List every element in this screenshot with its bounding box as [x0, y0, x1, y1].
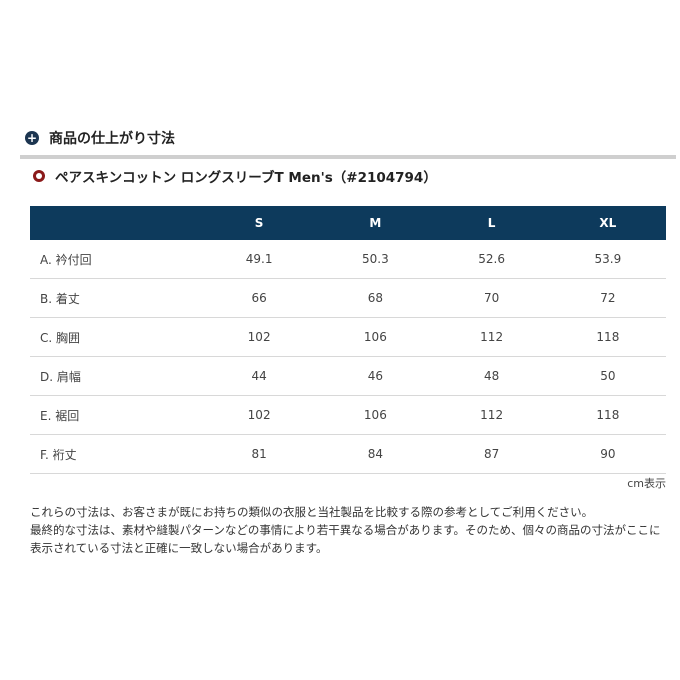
- cell-value: 118: [549, 317, 666, 357]
- row-label: A. 衿付回: [30, 240, 201, 279]
- section-title: 商品の仕上がり寸法: [49, 131, 175, 147]
- cell-value: 87: [433, 434, 550, 474]
- cell-value: 49.1: [201, 240, 318, 279]
- column-header: S: [201, 206, 318, 240]
- notes: これらの寸法は、お客さまが既にお持ちの類似の衣服と当社製品を比較する際の参考とし…: [30, 503, 670, 557]
- cell-value: 53.9: [549, 240, 666, 279]
- cell-value: 112: [433, 317, 550, 357]
- cell-value: 84: [317, 434, 434, 474]
- cell-value: 46: [317, 356, 434, 396]
- cell-value: 112: [433, 395, 550, 435]
- column-header: [30, 206, 201, 240]
- cell-value: 90: [549, 434, 666, 474]
- product-title: ペアスキンコットン ロングスリーブT Men's（#2104794）: [55, 170, 437, 186]
- column-header: M: [317, 206, 434, 240]
- cell-value: 50: [549, 356, 666, 396]
- cell-value: 81: [201, 434, 318, 474]
- column-header: XL: [549, 206, 666, 240]
- cell-value: 70: [433, 278, 550, 318]
- cell-value: 68: [317, 278, 434, 318]
- note-line: これらの寸法は、お客さまが既にお持ちの類似の衣服と当社製品を比較する際の参考とし…: [30, 505, 594, 519]
- table-row: A. 衿付回 49.1 50.3 52.6 53.9: [30, 240, 666, 279]
- plus-circle-icon: +: [25, 131, 39, 145]
- row-label: F. 裄丈: [30, 434, 201, 474]
- cell-value: 66: [201, 278, 318, 318]
- row-label: D. 肩幅: [30, 356, 201, 396]
- row-label: B. 着丈: [30, 278, 201, 318]
- cell-value: 72: [549, 278, 666, 318]
- cell-value: 48: [433, 356, 550, 396]
- table-row: D. 肩幅 44 46 48 50: [30, 356, 666, 396]
- column-header: L: [433, 206, 550, 240]
- cell-value: 102: [201, 317, 318, 357]
- product-heading: ペアスキンコットン ロングスリーブT Men's（#2104794）: [33, 166, 437, 186]
- table-row: C. 胸囲 102 106 112 118: [30, 317, 666, 357]
- note-line: 最終的な寸法は、素材や縫製パターンなどの事情により若干異なる場合があります。その…: [30, 523, 661, 555]
- cell-value: 50.3: [317, 240, 434, 279]
- cell-value: 44: [201, 356, 318, 396]
- bullet-circle-icon: [33, 170, 45, 182]
- cell-value: 106: [317, 395, 434, 435]
- table-row: B. 着丈 66 68 70 72: [30, 278, 666, 318]
- size-table: S M L XL A. 衿付回 49.1 50.3 52.6 53.9 B. 着丈 66 68 70 7…: [30, 206, 666, 474]
- cell-value: 106: [317, 317, 434, 357]
- cell-value: 102: [201, 395, 318, 435]
- table-header-row: S M L XL: [30, 206, 666, 240]
- unit-note: cm表示: [627, 477, 666, 490]
- divider: [20, 155, 676, 159]
- table-row: E. 裾回 102 106 112 118: [30, 395, 666, 435]
- cell-value: 118: [549, 395, 666, 435]
- table-row: F. 裄丈 81 84 87 90: [30, 434, 666, 474]
- section-heading: + 商品の仕上がり寸法: [25, 128, 175, 148]
- row-label: E. 裾回: [30, 395, 201, 435]
- row-label: C. 胸囲: [30, 317, 201, 357]
- cell-value: 52.6: [433, 240, 550, 279]
